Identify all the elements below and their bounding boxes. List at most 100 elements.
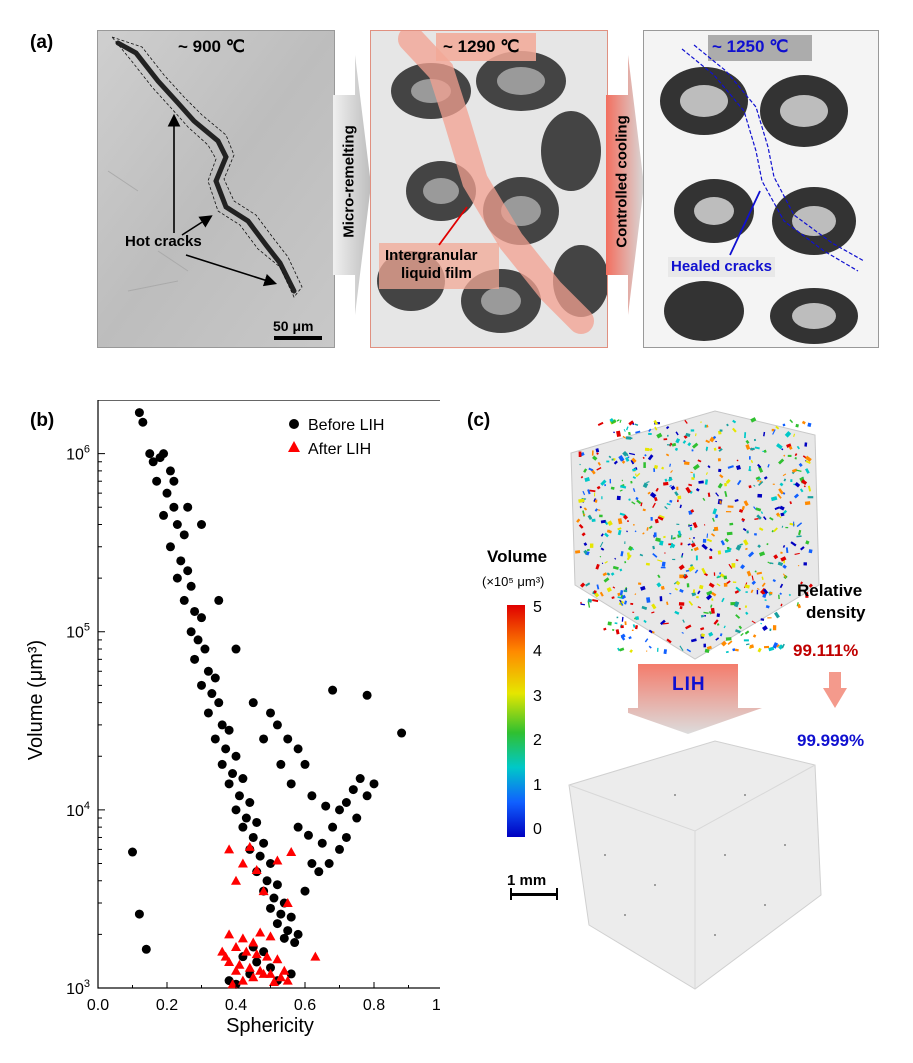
pore <box>580 475 584 479</box>
pore <box>635 472 641 478</box>
pore <box>669 592 672 595</box>
density-arrow <box>823 672 847 708</box>
pore <box>687 543 691 546</box>
pore <box>666 601 669 606</box>
pore <box>653 464 659 470</box>
pore <box>663 535 666 539</box>
pore <box>709 547 713 552</box>
pore <box>752 634 757 638</box>
point-before-lih <box>293 744 303 754</box>
point-before-lih <box>335 844 344 854</box>
pore <box>648 645 652 649</box>
pore <box>778 594 780 600</box>
pore <box>706 645 712 650</box>
pore <box>759 480 762 484</box>
pore <box>624 586 627 590</box>
pore <box>649 447 653 452</box>
pore <box>677 495 682 500</box>
point-before-lih <box>255 851 265 861</box>
controlled-cooling-arrow-shape <box>606 55 644 315</box>
pore <box>794 552 800 556</box>
pore <box>704 424 707 428</box>
point-before-lih <box>231 805 241 815</box>
point-after-lih <box>231 941 241 951</box>
pore <box>602 572 608 577</box>
point-before-lih <box>397 728 407 738</box>
pore <box>730 602 736 606</box>
pore <box>758 481 764 486</box>
pore <box>790 541 797 547</box>
point-before-lih <box>238 822 248 832</box>
pore <box>738 625 743 630</box>
pore <box>747 551 755 558</box>
pore <box>639 553 644 557</box>
cube-scale-bar-cap-right <box>556 888 558 900</box>
pore <box>701 567 707 575</box>
pore <box>630 480 633 484</box>
pore <box>680 533 682 536</box>
pore <box>778 644 784 650</box>
pore <box>796 469 802 472</box>
pore <box>631 548 635 551</box>
point-after-lih <box>255 927 266 937</box>
pore <box>622 435 627 439</box>
pore <box>624 561 627 564</box>
pore <box>646 650 648 652</box>
pore <box>648 428 652 432</box>
pore <box>703 643 707 648</box>
pore <box>735 544 742 551</box>
point-before-lih <box>203 666 213 676</box>
point-after-lih <box>220 951 231 961</box>
density-before-value: 99.111% <box>793 641 859 660</box>
point-before-lih <box>293 822 303 832</box>
micrograph-healed-cracks-image <box>644 31 878 347</box>
pore <box>690 564 693 567</box>
point-after-lih <box>262 951 273 961</box>
pore <box>587 514 593 520</box>
x-tick-label: 0.4 <box>225 997 247 1014</box>
pore <box>688 600 694 606</box>
pore <box>713 447 717 451</box>
pore <box>750 447 755 451</box>
pore <box>705 446 709 451</box>
x-tick-label: 0.0 <box>87 997 109 1014</box>
x-tick-label: 0.6 <box>294 997 316 1014</box>
pore <box>587 601 591 608</box>
pore <box>644 454 647 457</box>
pore <box>581 532 586 537</box>
point-before-lih <box>369 779 379 789</box>
pore <box>763 516 767 521</box>
point-before-lih <box>328 685 338 695</box>
pore <box>791 468 798 473</box>
point-before-lih <box>262 876 272 886</box>
pore <box>739 543 743 546</box>
pore <box>600 547 605 551</box>
pore <box>656 647 659 652</box>
point-before-lih <box>210 673 220 683</box>
pore <box>671 442 677 447</box>
pore <box>664 478 668 482</box>
pore <box>780 603 783 607</box>
pore <box>669 463 672 467</box>
point-after-lih <box>251 949 262 959</box>
x-axis-ticks: 0.0 0.2 0.4 0.6 0.8 1.0 <box>87 982 440 1014</box>
pore <box>631 629 634 632</box>
pore <box>668 477 673 482</box>
pore <box>695 555 698 561</box>
pore <box>580 582 586 588</box>
pore <box>731 563 736 568</box>
pore <box>762 450 765 453</box>
pore <box>644 447 650 452</box>
pore <box>718 448 723 452</box>
pore <box>779 482 784 487</box>
pore <box>717 430 722 435</box>
pore <box>717 482 723 489</box>
point-before-lih <box>197 680 206 690</box>
pore <box>627 456 630 459</box>
pore <box>718 446 721 449</box>
pore <box>666 444 671 446</box>
pore <box>706 533 709 538</box>
pore <box>646 597 651 603</box>
pore <box>705 472 708 475</box>
point-before-lih <box>221 744 231 754</box>
